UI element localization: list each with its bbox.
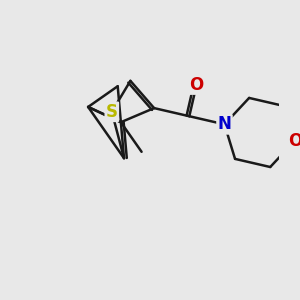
Text: O: O: [190, 76, 204, 94]
Text: O: O: [288, 132, 300, 150]
Text: N: N: [218, 116, 231, 134]
Text: S: S: [106, 103, 118, 121]
